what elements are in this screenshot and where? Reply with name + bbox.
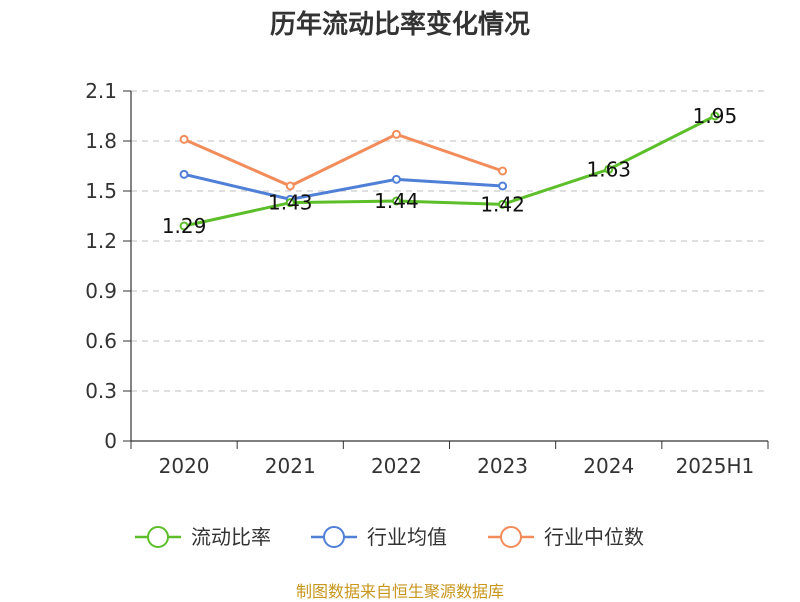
data-point: [179, 221, 189, 231]
y-tick-label: 0: [104, 429, 117, 453]
data-point: [391, 196, 401, 206]
legend-swatch-marker: [323, 526, 345, 548]
legend-item-2[interactable]: 行业中位数: [488, 525, 644, 549]
y-tick-label: 0.9: [85, 279, 117, 303]
data-point: [604, 164, 614, 174]
data-point: [285, 198, 295, 208]
data-point: [498, 181, 508, 191]
y-tick-label: 1.5: [85, 179, 117, 203]
axis-layer: 0 0.3 0.6 0.9 1.2 1.5 1.8 2.1 2020 2021 2022 2023 20…: [85, 79, 769, 478]
legend-label: 流动比率: [191, 525, 271, 549]
series-layer: [179, 111, 720, 231]
source-note: 制图数据来自恒生聚源数据库: [295, 582, 504, 601]
legend[interactable]: 流动比率 行业均值 行业中位数: [135, 525, 644, 549]
y-tick-label: 0.6: [85, 329, 117, 353]
legend-item-0[interactable]: 流动比率: [135, 525, 271, 549]
y-tick-label: 1.2: [85, 229, 117, 253]
label-layer: 1.29 1.43 1.44 1.42 1.63 1.95: [162, 104, 737, 238]
x-tick-label: 2020: [159, 454, 210, 478]
legend-swatch-marker: [500, 526, 522, 548]
data-point: [391, 174, 401, 184]
data-point: [710, 111, 720, 121]
series-line-0: [183, 114, 716, 228]
x-tick-label: 2022: [371, 454, 422, 478]
data-point: [179, 169, 189, 179]
legend-item-1[interactable]: 行业均值: [311, 525, 447, 549]
legend-swatch-marker: [147, 526, 169, 548]
y-tick-label: 2.1: [85, 79, 117, 103]
series-line-1: [183, 172, 503, 201]
legend-label: 行业均值: [367, 525, 447, 549]
y-tick-label: 1.8: [85, 129, 117, 153]
legend-label: 行业中位数: [544, 525, 644, 549]
y-tick-label: 0.3: [85, 379, 117, 403]
data-label: 1.95: [693, 104, 738, 128]
data-label: 1.44: [374, 189, 419, 213]
x-tick-label: 2021: [265, 454, 316, 478]
data-point: [391, 129, 401, 139]
x-tick-label: 2025H1: [676, 454, 755, 478]
x-tick-label: 2024: [583, 454, 634, 478]
data-label: 1.42: [480, 192, 525, 216]
data-point: [285, 181, 295, 191]
series-line-2: [183, 132, 504, 188]
data-label: 1.43: [268, 191, 313, 215]
data-point: [498, 199, 508, 209]
data-point: [179, 134, 189, 144]
chart-title: 历年流动比率变化情况: [269, 10, 530, 40]
data-label: 1.63: [586, 157, 631, 181]
x-tick-label: 2023: [477, 454, 528, 478]
data-point: [498, 166, 508, 176]
data-label: 1.29: [162, 214, 207, 238]
